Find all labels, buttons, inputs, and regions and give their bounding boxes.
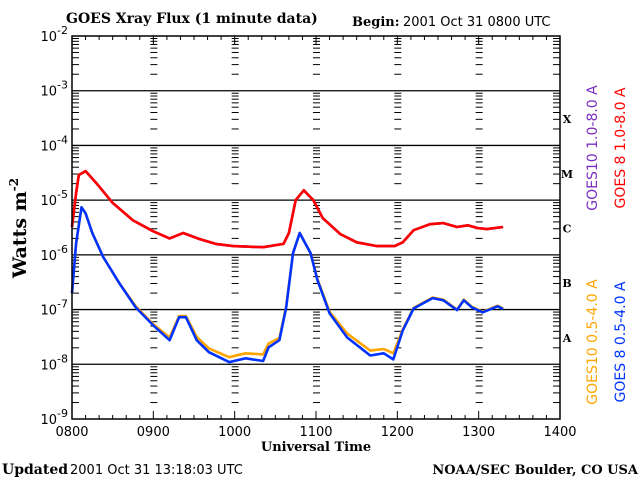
y-tick-exponent: -9: [57, 407, 68, 420]
y-tick-base: 10: [40, 358, 57, 373]
y-tick-labels: 10-210-310-410-510-610-710-810-9: [40, 24, 68, 428]
x-tick-labels: 0800 0900 1000 1100 1200 1300 1400: [55, 425, 576, 440]
y-tick-base: 10: [40, 249, 57, 264]
svg-text:Watts m-2: Watts m-2: [7, 178, 31, 279]
legend-entry: GOES 8 1.0-8.0 A: [613, 87, 629, 208]
y-tick-base: 10: [40, 85, 57, 100]
y-tick-label: 10-3: [40, 79, 68, 100]
updated-value: 2001 Oct 31 13:18:03 UTC: [70, 463, 243, 478]
y-tick-exponent: -3: [57, 79, 68, 92]
plot-frame: [71, 35, 561, 420]
flare-class-labels: X M C B A: [561, 113, 573, 345]
legend-entry: GOES10 1.0-8.0 A: [585, 85, 601, 211]
x-tick-label: 0800: [55, 425, 88, 440]
series-line: [70, 206, 504, 364]
x-tick-label: 1300: [462, 425, 495, 440]
flare-class-label: B: [562, 277, 571, 290]
series-line: [70, 169, 504, 249]
chart-title: GOES Xray Flux (1 minute data): [66, 11, 318, 27]
legend: GOES10 1.0-8.0 A GOES 8 1.0-8.0 A GOES10 0…: [585, 85, 629, 405]
y-tick-exponent: -8: [57, 352, 68, 365]
y-tick-label: 10-7: [40, 298, 68, 319]
x-tick-label: 1400: [543, 425, 576, 440]
y-axis-title-text: Watts m: [9, 191, 31, 279]
flare-class-label: C: [563, 223, 572, 236]
begin-value: 2001 Oct 31 0800 UTC: [403, 15, 551, 30]
y-tick-exponent: -4: [57, 133, 68, 146]
y-tick-label: 10-2: [40, 24, 68, 45]
x-tick-label: 1100: [299, 425, 332, 440]
y-tick-exponent: -6: [57, 243, 68, 256]
y-tick-base: 10: [40, 194, 57, 209]
series-lines: [70, 169, 504, 364]
y-tick-label: 10-9: [40, 407, 68, 428]
series-line: [70, 206, 504, 359]
begin-label: Begin:: [352, 15, 400, 30]
x-axis-title: Universal Time: [261, 440, 371, 455]
y-tick-base: 10: [40, 139, 57, 154]
credit-text: NOAA/SEC Boulder, CO USA: [432, 463, 639, 478]
y-axis-title-sup: -2: [7, 178, 21, 191]
x-tick-label: 1000: [218, 425, 251, 440]
y-tick-label: 10-4: [40, 133, 68, 154]
y-tick-label: 10-5: [40, 188, 68, 209]
y-tick-label: 10-6: [40, 243, 68, 264]
y-tick-base: 10: [40, 30, 57, 45]
x-tick-label: 1200: [381, 425, 414, 440]
x-tick-label: 0900: [137, 425, 170, 440]
flare-class-label: A: [562, 332, 572, 345]
legend-entry: GOES 8 0.5-4.0 A: [613, 281, 629, 402]
flare-class-label: M: [561, 168, 573, 181]
y-tick-exponent: -7: [57, 298, 68, 311]
y-tick-exponent: -2: [57, 24, 68, 37]
y-tick-exponent: -5: [57, 188, 68, 201]
y-tick-base: 10: [40, 304, 57, 319]
grid-lines: [72, 90, 560, 365]
y-axis-title: Watts m-2: [7, 178, 31, 279]
legend-entry: GOES10 0.5-4.0 A: [585, 279, 601, 405]
flare-class-label: X: [563, 113, 572, 126]
y-tick-base: 10: [40, 413, 57, 428]
y-tick-label: 10-8: [40, 352, 68, 373]
updated-label: Updated: [2, 462, 68, 478]
